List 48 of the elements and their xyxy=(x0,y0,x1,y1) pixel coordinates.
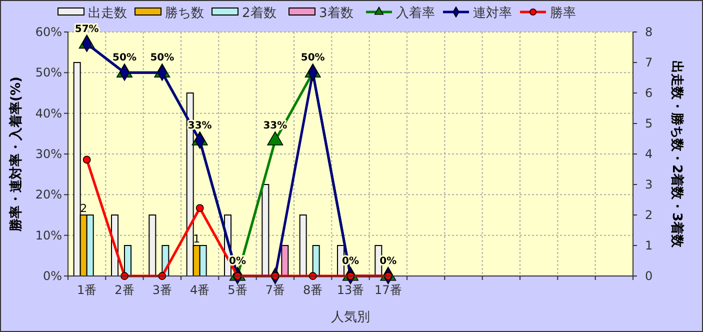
legend-label: 勝ち数 xyxy=(165,6,204,21)
legend-label: 3着数 xyxy=(319,5,354,21)
x-tick-label: 13番 xyxy=(336,283,364,297)
data-label: 1 xyxy=(193,232,200,246)
point xyxy=(196,204,204,212)
x-tick-label: 1番 xyxy=(77,283,97,297)
y2-tick-label: 6 xyxy=(645,86,653,100)
y2-tick-label: 8 xyxy=(645,25,653,39)
legend-label: 2着数 xyxy=(242,5,276,21)
data-label: 50% xyxy=(112,52,136,64)
legend-label: 出走数 xyxy=(88,6,127,21)
y2-tick-label: 4 xyxy=(645,147,653,161)
y-tick-label: 30% xyxy=(35,147,62,161)
legend-label: 連対率 xyxy=(473,5,512,21)
bar xyxy=(124,245,132,276)
x-tick-label: 17番 xyxy=(374,283,402,297)
y-axis-title: 勝率・連対率・入着率(%) xyxy=(8,76,24,232)
y2-tick-label: 2 xyxy=(645,208,653,222)
y-tick-label: 0% xyxy=(42,269,62,283)
y2-tick-label: 5 xyxy=(645,116,653,130)
y-tick-label: 50% xyxy=(35,66,62,80)
legend-label: 入着率 xyxy=(396,5,435,21)
data-label: 50% xyxy=(150,52,174,64)
y2-tick-label: 7 xyxy=(645,56,653,70)
y-tick-label: 60% xyxy=(35,25,62,39)
y-tick-label: 10% xyxy=(35,228,62,242)
bar xyxy=(262,184,270,276)
data-label: 57% xyxy=(74,24,99,35)
y-tick-label: 40% xyxy=(35,106,62,120)
point xyxy=(82,156,91,164)
y-tick-label: 20% xyxy=(35,188,62,202)
x-tick-label: 4番 xyxy=(190,283,210,297)
legend-label: 勝率 xyxy=(550,5,576,21)
x-tick-label: 2番 xyxy=(114,283,134,297)
x-tick-label: 5番 xyxy=(228,283,248,297)
x-tick-label: 8番 xyxy=(303,283,323,297)
x-tick-label: 7番 xyxy=(265,283,285,297)
x-axis-title: 人気別 xyxy=(331,310,370,325)
data-label: 2 xyxy=(80,202,88,215)
data-label: 50% xyxy=(300,52,325,64)
bar xyxy=(148,214,156,276)
y2-tick-label: 0 xyxy=(645,269,653,283)
bar xyxy=(312,245,320,276)
y2-tick-label: 3 xyxy=(645,178,653,192)
y2-axis-title: 出走数・勝ち数・2着数・3着数 xyxy=(669,60,685,249)
y2-tick-label: 1 xyxy=(645,238,653,252)
bar xyxy=(299,214,307,276)
x-tick-label: 3番 xyxy=(152,283,172,297)
